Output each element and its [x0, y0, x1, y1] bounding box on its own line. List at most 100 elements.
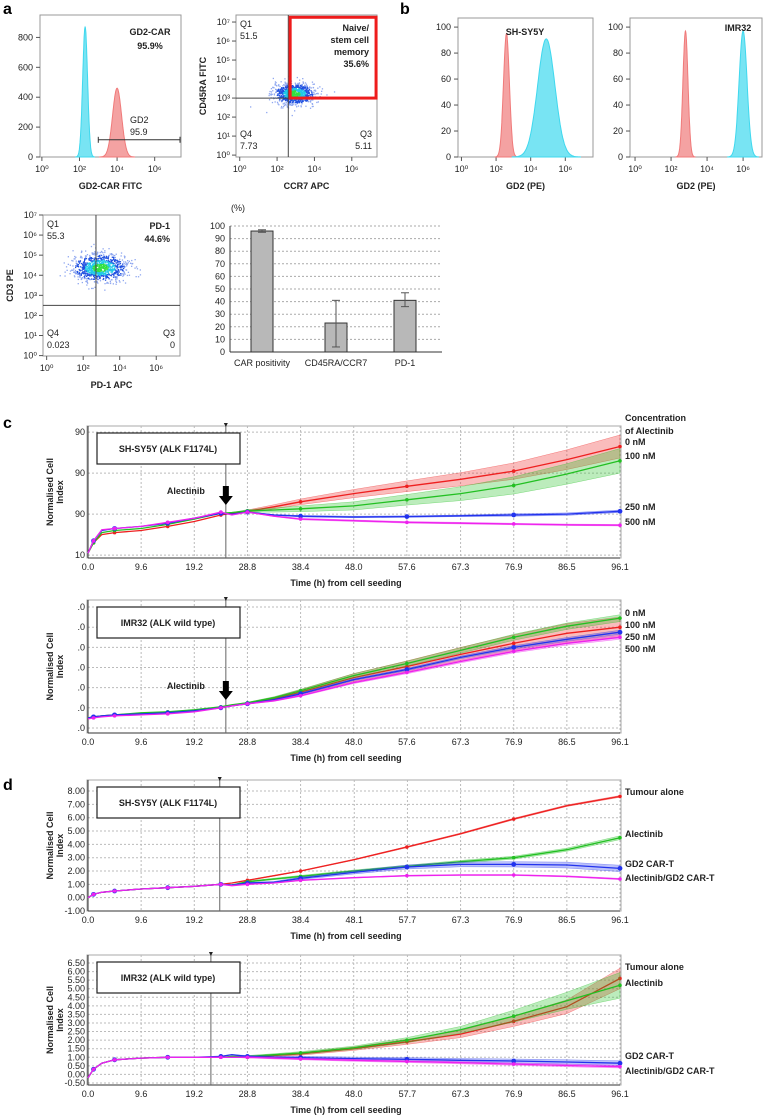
data-point — [112, 714, 117, 718]
y-tick-label: 10¹ — [24, 331, 37, 341]
event-dot — [301, 92, 303, 94]
event-dot — [90, 257, 92, 259]
event-dot — [301, 86, 303, 88]
event-dot — [127, 260, 129, 262]
category-label: CD45RA/CCR7 — [305, 358, 368, 368]
event-dot — [88, 265, 90, 267]
event-dot — [100, 269, 103, 271]
event-dot — [86, 270, 88, 272]
y-axis-title: CD45RA FITC — [198, 56, 208, 115]
event-dot — [81, 263, 84, 266]
event-dot — [305, 90, 307, 92]
event-dot — [83, 271, 85, 273]
event-dot — [282, 85, 284, 87]
event-dot — [281, 96, 283, 98]
event-dot — [293, 89, 295, 91]
event-dot — [94, 251, 96, 253]
event-dot — [273, 93, 275, 95]
event-dot — [294, 95, 297, 98]
event-dot — [93, 278, 95, 280]
event-dot — [77, 283, 79, 285]
event-dot — [113, 258, 115, 260]
event-dot — [286, 84, 289, 86]
event-dot — [107, 269, 109, 271]
event-dot — [302, 100, 304, 103]
event-dot — [106, 267, 109, 269]
panel-letter-c: c — [3, 415, 12, 432]
data-point — [404, 667, 410, 672]
chart-a4 — [229, 225, 442, 353]
y-axis-title-line: Normalised Cell — [45, 986, 55, 1054]
event-dot — [282, 90, 285, 92]
event-dot — [303, 93, 306, 95]
data-point — [112, 1058, 117, 1062]
series-line — [87, 874, 621, 899]
event-dot — [92, 266, 94, 268]
event-dot — [94, 260, 96, 262]
event-dot — [91, 273, 93, 276]
event-dot — [110, 259, 112, 261]
data-point — [298, 500, 303, 504]
event-dot — [86, 273, 88, 275]
series-line — [87, 1056, 621, 1079]
event-dot — [85, 257, 88, 260]
chart-b1 — [454, 17, 594, 161]
event-dot — [292, 100, 294, 102]
event-dot — [287, 89, 289, 91]
y-tick-label: .0 — [77, 602, 85, 612]
event-dot — [97, 275, 100, 277]
event-dot — [94, 263, 96, 265]
event-dot — [280, 96, 283, 99]
quadrant-value: 7.73 — [240, 141, 258, 151]
event-dot — [298, 84, 300, 86]
event-dot — [294, 99, 296, 101]
event-dot — [110, 254, 113, 256]
event-dot — [123, 271, 125, 273]
event-dot — [115, 280, 117, 282]
event-dot — [115, 260, 117, 262]
event-dot — [75, 271, 78, 273]
event-dot — [79, 275, 81, 277]
event-dot — [102, 256, 104, 259]
x-axis-title: Time (h) from cell seeding — [290, 578, 401, 588]
event-dot — [285, 90, 287, 93]
y-tick-label: 3.00 — [67, 853, 85, 863]
event-dot — [107, 276, 110, 279]
event-dot — [98, 274, 100, 276]
event-dot — [91, 264, 94, 266]
arrow-down-icon — [218, 486, 233, 505]
legend-label: Tumour alone — [625, 962, 684, 972]
event-dot — [298, 93, 301, 95]
event-dot — [300, 90, 302, 92]
event-dot — [78, 260, 80, 262]
event-dot — [295, 88, 297, 90]
event-dot — [103, 270, 105, 272]
event-dot — [295, 100, 297, 102]
event-dot — [112, 254, 114, 256]
event-dot — [100, 254, 103, 257]
x-tick-label: 10⁰ — [35, 164, 49, 174]
event-dot — [98, 265, 100, 268]
x-tick-label: 86.5 — [558, 737, 576, 747]
legend-label: Alectinib/GD2 CAR-T — [625, 873, 715, 883]
y-tick-label: 4.00 — [67, 839, 85, 849]
y-tick-label: .0 — [77, 703, 85, 713]
event-dot — [79, 276, 81, 278]
event-dot — [284, 90, 286, 92]
event-dot — [89, 267, 91, 270]
event-dot — [88, 268, 90, 270]
data-point — [298, 878, 303, 883]
event-dot — [97, 282, 99, 284]
event-dot — [307, 95, 309, 97]
event-dot — [67, 263, 69, 265]
event-dot — [131, 265, 133, 267]
event-dot — [99, 272, 101, 274]
event-dot — [278, 85, 280, 87]
data-point — [298, 507, 303, 511]
event-dot — [296, 101, 298, 103]
event-dot — [123, 261, 125, 263]
event-dot — [333, 91, 336, 93]
event-dot — [132, 262, 134, 265]
y-tick-label: 2.00 — [67, 866, 85, 876]
event-dot — [78, 261, 80, 263]
